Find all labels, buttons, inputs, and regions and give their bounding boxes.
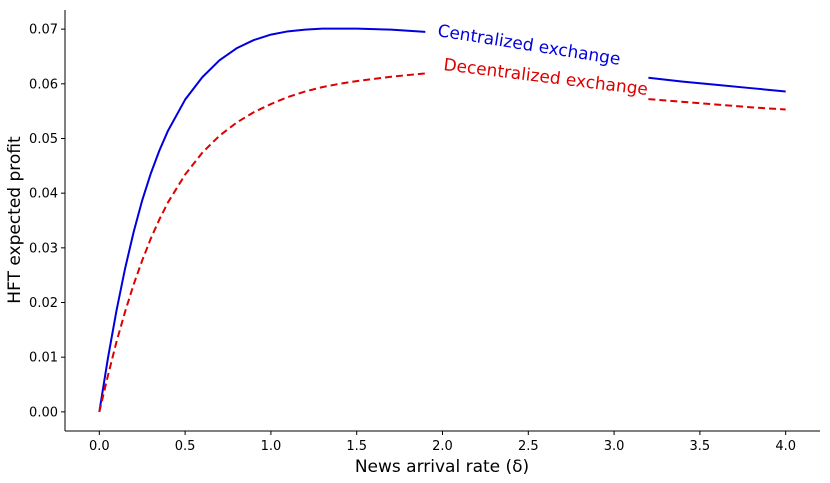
y-tick-label: 0.00 xyxy=(29,405,58,420)
x-tick-label: 0.5 xyxy=(175,439,196,454)
y-tick-label: 0.02 xyxy=(29,296,58,311)
x-tick-label: 2.5 xyxy=(518,439,539,454)
series-line-centralized-left xyxy=(98,27,426,413)
x-tick-label: 3.5 xyxy=(690,439,711,454)
x-tick-label: 1.5 xyxy=(346,439,367,454)
series-line-centralized-right xyxy=(648,76,786,93)
y-tick-label: 0.06 xyxy=(29,77,58,92)
x-tick-label: 2.0 xyxy=(432,439,453,454)
y-ticks: 0.00 0.01 0.02 0.03 0.04 0.05 0.06 0.07 xyxy=(29,23,65,420)
y-tick-label: 0.03 xyxy=(29,241,58,256)
x-tick-label: 4.0 xyxy=(775,439,796,454)
x-tick-label: 1.0 xyxy=(261,439,282,454)
x-tick-label: 0.0 xyxy=(89,439,110,454)
series-group xyxy=(98,27,786,413)
x-tick-label: 3.0 xyxy=(604,439,625,454)
series-line-decentralized-right xyxy=(648,98,786,111)
y-axis-title: HFT expected profit xyxy=(5,136,25,304)
series-line-decentralized-left xyxy=(98,72,426,413)
x-axis-title: News arrival rate (δ) xyxy=(355,457,529,477)
y-tick-label: 0.04 xyxy=(29,187,58,202)
y-tick-label: 0.01 xyxy=(29,351,58,366)
y-tick-label: 0.05 xyxy=(29,132,58,147)
y-tick-label: 0.07 xyxy=(29,23,58,38)
x-ticks: 0.0 0.5 1.0 1.5 2.0 2.5 3.0 3.5 4.0 xyxy=(89,431,796,454)
